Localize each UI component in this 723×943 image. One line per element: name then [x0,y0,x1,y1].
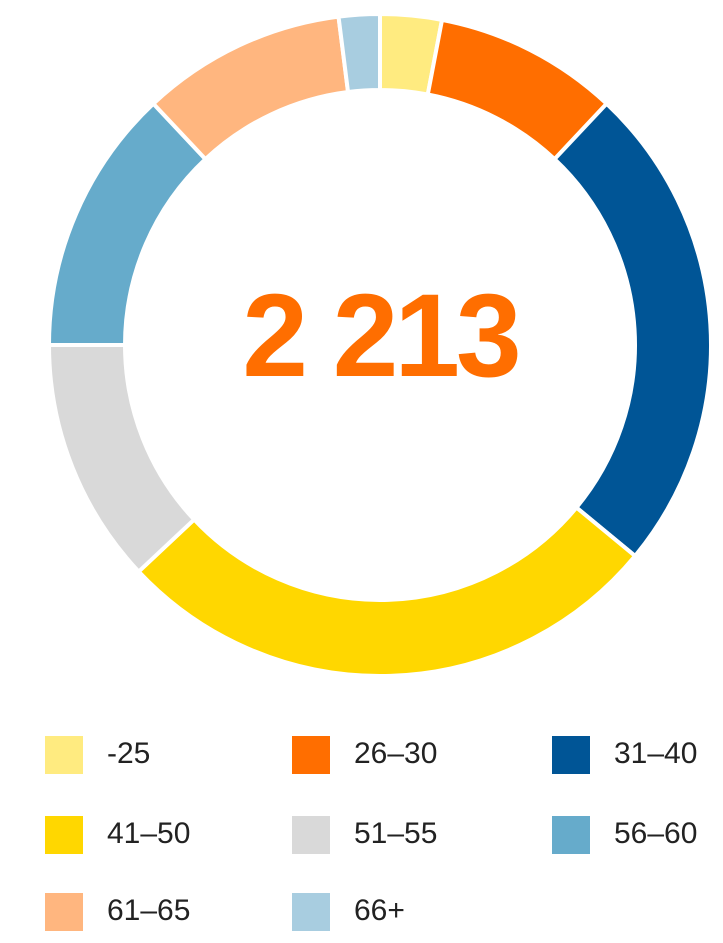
donut-segment [46,343,197,575]
legend-label: -25 [107,737,150,770]
legend-swatch [292,736,330,774]
legend-swatch [552,736,590,774]
center-total: 2 213 [242,270,518,402]
legend-label: 41–50 [107,817,190,850]
legend-swatch [45,893,83,931]
legend-label: 51–55 [354,817,437,850]
legend-swatch [45,736,83,774]
donut-segment [135,504,638,678]
legend-label: 61–65 [107,894,190,927]
donut-segment [336,11,382,95]
legend-label: 31–40 [614,737,697,770]
legend-label: 56–60 [614,817,697,850]
donut-segment [551,100,713,559]
legend-label: 66+ [354,894,405,927]
legend-swatch [552,816,590,854]
legend-swatch [292,893,330,931]
legend-swatch [292,816,330,854]
donut-segment [46,100,209,347]
legend-swatch [45,816,83,854]
legend-label: 26–30 [354,737,437,770]
